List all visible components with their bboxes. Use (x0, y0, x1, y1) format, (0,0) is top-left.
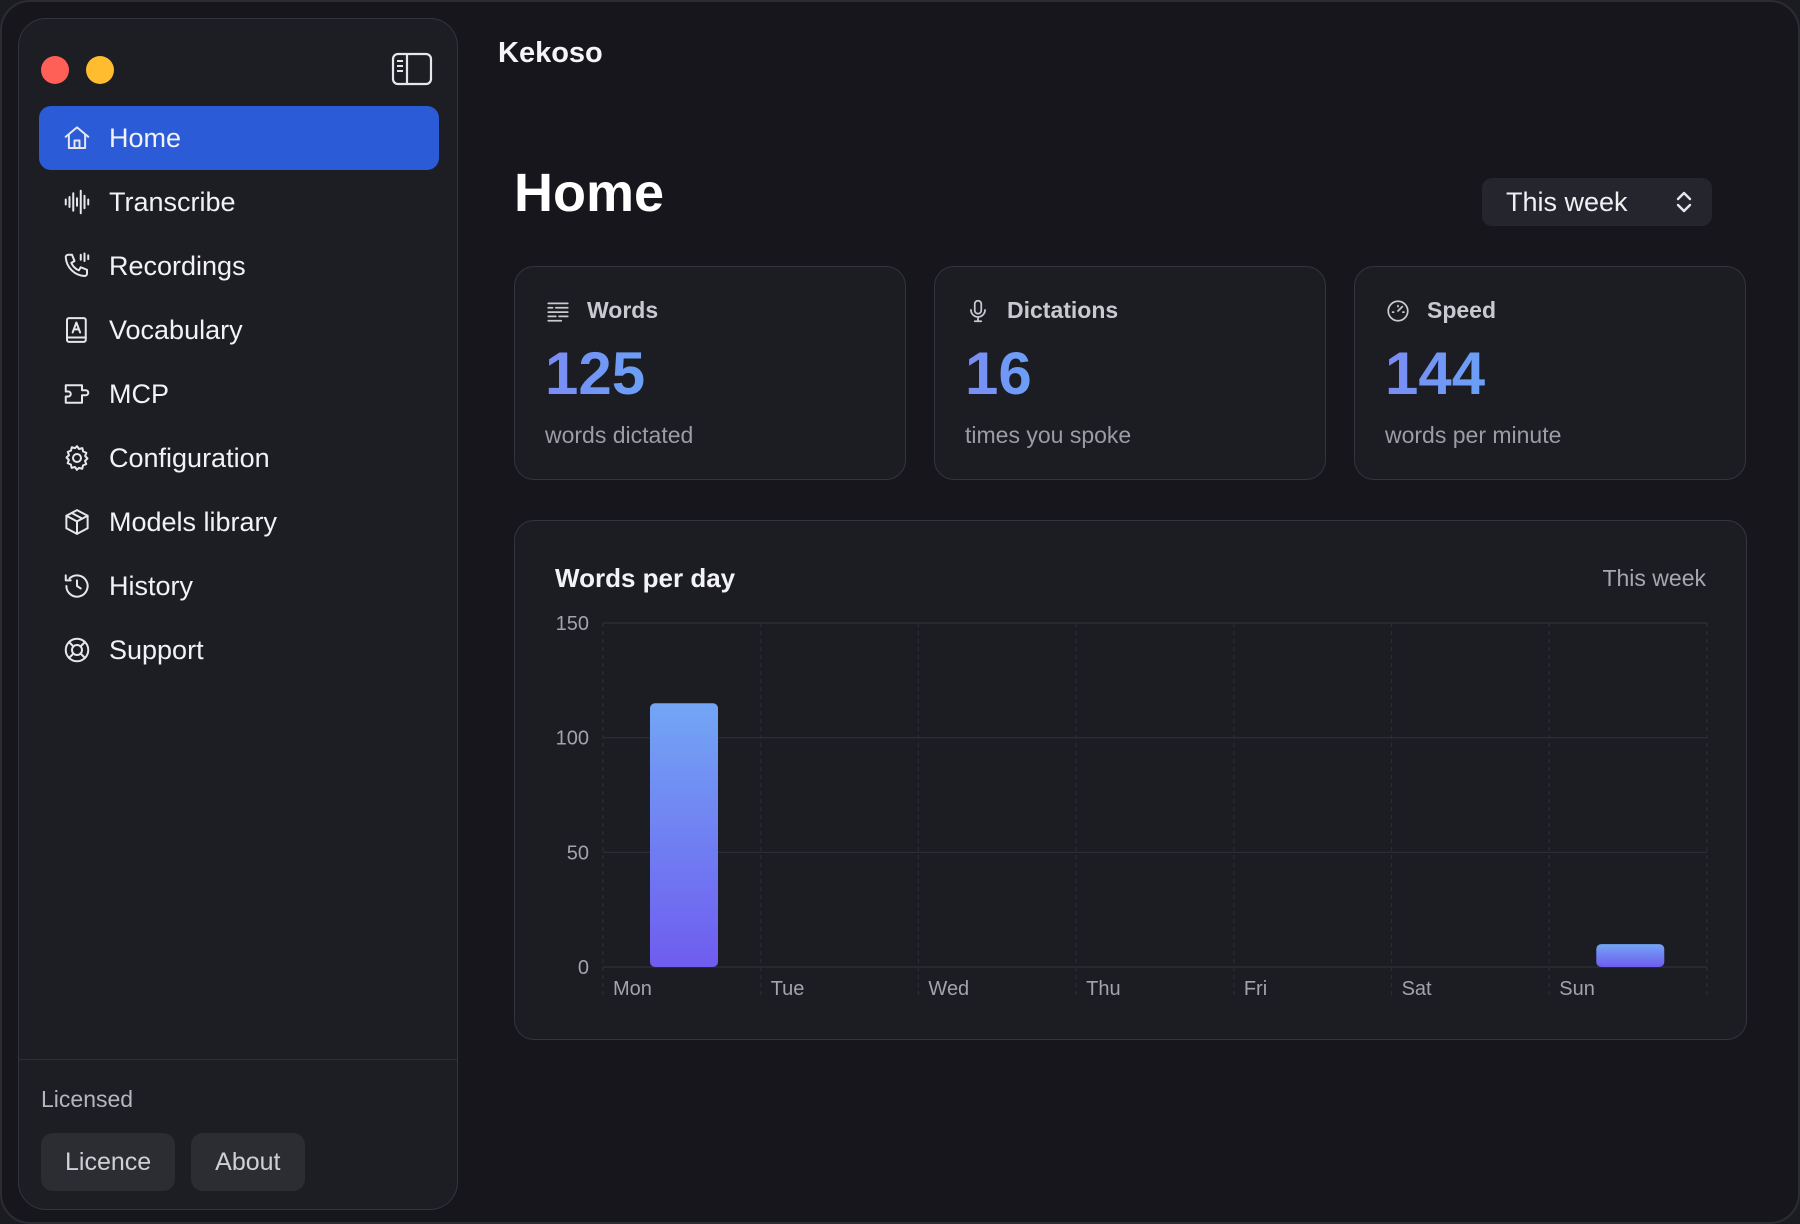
speed-stat-card: Speed 144 words per minute (1354, 266, 1746, 480)
sidebar-item-label: Configuration (109, 442, 270, 473)
page-title: Home (514, 163, 665, 223)
chart-title: Words per day (555, 563, 736, 593)
stat-label: Dictations (1007, 297, 1119, 323)
sidebar-item-history[interactable]: History (39, 554, 439, 618)
sidebar-footer: Licensed Licence About (19, 1059, 457, 1213)
y-tick-label: 100 (556, 728, 589, 750)
phone-recording-icon (61, 250, 93, 282)
stat-label: Speed (1427, 297, 1497, 323)
bar-chart: 0 50 100 150 Mon Tue Wed Thu Fri Sat Sun (556, 613, 1708, 1000)
sidebar-item-label: Support (109, 634, 204, 665)
sidebar-item-home[interactable]: Home (39, 106, 439, 170)
sidebar-item-label: MCP (109, 378, 169, 409)
bar-mon (650, 703, 718, 967)
close-window-button[interactable] (41, 56, 69, 84)
dictations-stat-card: Dictations 16 times you spoke (934, 266, 1326, 480)
sidebar-item-transcribe[interactable]: Transcribe (39, 170, 439, 234)
sidebar-item-label: Transcribe (109, 186, 236, 217)
chart-period: This week (1602, 565, 1706, 591)
x-tick-label: Fri (1244, 978, 1267, 1000)
sidebar-item-label: Models library (109, 506, 278, 537)
sidebar-item-vocabulary[interactable]: Vocabulary (39, 298, 439, 362)
sidebar-item-label: Vocabulary (109, 314, 243, 345)
waveform-icon (61, 186, 93, 218)
sidebar-toggle-icon[interactable] (391, 51, 433, 87)
bar-sun (1596, 944, 1665, 967)
y-tick-label: 50 (567, 842, 589, 864)
stats-cards: Words 125 words dictated Dictations 16 t… (514, 266, 1747, 480)
period-select[interactable]: This week (1482, 178, 1712, 226)
y-tick-label: 0 (578, 957, 589, 979)
period-select-value: This week (1506, 186, 1628, 217)
y-tick-label: 150 (556, 613, 589, 635)
speedometer-icon (1387, 299, 1409, 322)
words-stat-card: Words 125 words dictated (514, 266, 906, 480)
x-tick-label: Wed (928, 978, 969, 1000)
stat-caption: times you spoke (965, 422, 1132, 448)
lifebuoy-icon (61, 634, 93, 666)
app-title: Kekoso (498, 37, 603, 69)
sidebar-item-mcp[interactable]: MCP (39, 362, 439, 426)
stat-caption: words dictated (545, 422, 694, 448)
sidebar-item-label: History (109, 570, 194, 601)
words-per-day-chart-card: Words per day This week 0 50 100 150 Mon Tue W… (514, 520, 1747, 1040)
sidebar-item-label: Recordings (109, 250, 246, 281)
x-tick-label: Thu (1086, 978, 1120, 1000)
stat-value: 16 (965, 340, 1032, 407)
sidebar-item-support[interactable]: Support (39, 618, 439, 682)
history-icon (61, 570, 93, 602)
x-tick-label: Mon (613, 978, 652, 1000)
about-button[interactable]: About (191, 1133, 305, 1191)
home-icon (61, 122, 93, 154)
x-tick-label: Tue (771, 978, 805, 1000)
x-tick-label: Sat (1402, 978, 1432, 1000)
stat-value: 144 (1385, 340, 1486, 407)
sidebar-item-configuration[interactable]: Configuration (39, 426, 439, 490)
sidebar-item-recordings[interactable]: Recordings (39, 234, 439, 298)
gear-icon (61, 442, 93, 474)
licence-button[interactable]: Licence (41, 1133, 176, 1191)
x-tick-label: Sun (1559, 978, 1595, 1000)
stat-caption: words per minute (1385, 422, 1562, 448)
stat-label: Words (587, 297, 659, 323)
text-lines-icon (547, 302, 569, 322)
stat-value: 125 (545, 340, 646, 407)
dictionary-icon (61, 314, 93, 346)
minimize-window-button[interactable] (86, 56, 114, 84)
sidebar-item-models-library[interactable]: Models library (39, 490, 439, 554)
cube-icon (61, 506, 93, 538)
sidebar-nav: Home Transcribe Recordings Vocabulary (39, 106, 439, 682)
sidebar: Home Transcribe Recordings Vocabulary (18, 18, 458, 1210)
plug-icon (61, 378, 93, 410)
microphone-icon (970, 299, 986, 322)
license-status: Licensed (41, 1086, 134, 1112)
sidebar-item-label: Home (109, 122, 182, 153)
chevron-up-down-icon (1674, 188, 1694, 216)
